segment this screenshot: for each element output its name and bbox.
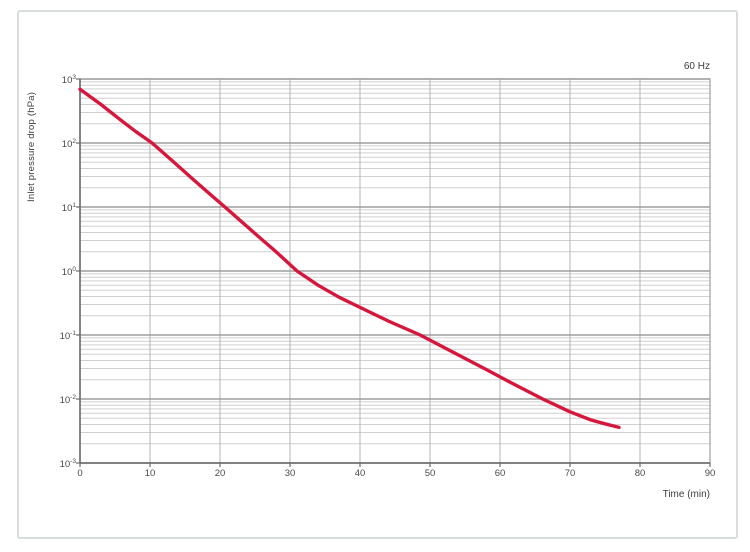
pressure-curve-60-hz [78,87,621,430]
y-tick-label: 10-1 [59,330,76,343]
y-axis-title: Inlet pressure drop (hPa) [26,91,37,202]
x-tick-label: 50 [424,468,436,479]
x-tick-label: 90 [704,468,716,479]
x-tick-label: 20 [214,468,226,479]
x-tick-label: 30 [284,468,296,479]
x-tick-label: 0 [77,468,83,479]
y-tick-label: 102 [61,138,76,151]
series-label-60hz: 60 Hz [683,61,710,72]
x-axis-title: Time (min) [662,489,710,500]
x-tick-label: 70 [564,468,576,479]
y-tick-label: 100 [61,266,76,279]
y-tick-label: 101 [61,202,76,215]
x-tick-label: 10 [144,468,156,479]
y-tick-label: 10-3 [59,458,76,471]
x-tick-label: 60 [494,468,506,479]
y-tick-label: 10-2 [59,394,76,407]
x-tick-label: 40 [354,468,366,479]
x-tick-label: 80 [634,468,646,479]
y-tick-label: 103 [61,74,76,87]
